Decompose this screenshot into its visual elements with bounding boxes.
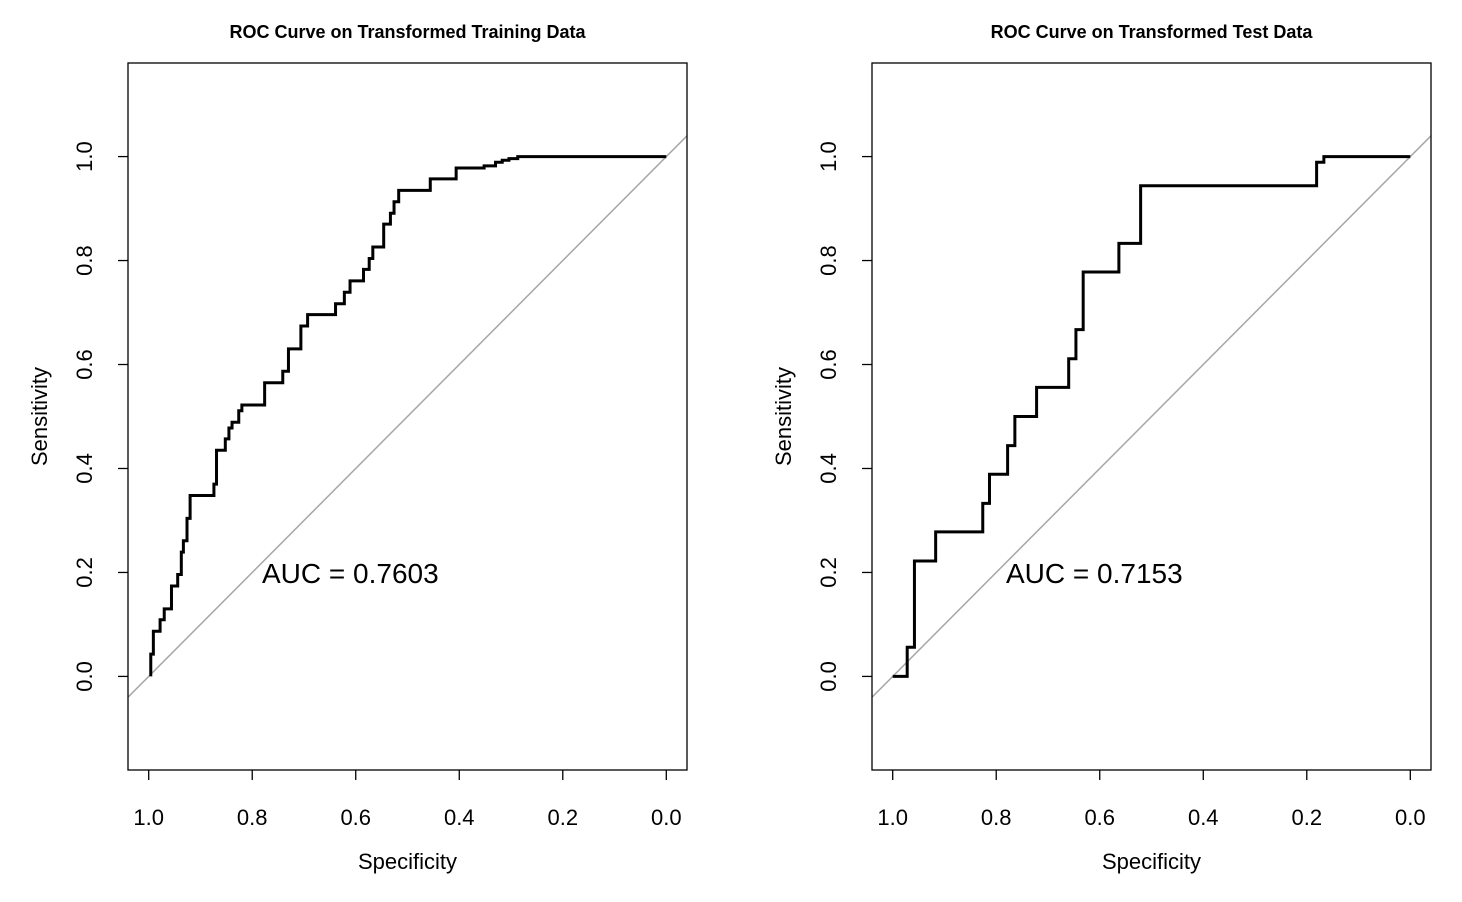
chart-title: ROC Curve on Transformed Test Data bbox=[991, 22, 1314, 42]
y-axis: 0.0 0.2 0.4 0.6 0.8 1.0 bbox=[72, 141, 128, 692]
y-axis: 0.0 0.2 0.4 0.6 0.8 1.0 bbox=[816, 141, 872, 692]
x-tick-label: 1.0 bbox=[877, 805, 908, 830]
y-tick-label: 0.6 bbox=[72, 349, 97, 380]
roc-curve-line bbox=[892, 155, 1411, 678]
y-axis-label: Sensitivity bbox=[27, 367, 52, 466]
plot-frame bbox=[127, 62, 688, 771]
x-axis-label: Specificity bbox=[358, 849, 457, 874]
y-tick-label: 0.2 bbox=[816, 557, 841, 588]
y-tick-label: 1.0 bbox=[816, 141, 841, 172]
x-tick-label: 0.8 bbox=[237, 805, 268, 830]
x-tick-label: 0.6 bbox=[1084, 805, 1115, 830]
plot-frame bbox=[871, 62, 1432, 771]
y-tick-label: 1.0 bbox=[72, 141, 97, 172]
x-tick-label: 0.4 bbox=[1188, 805, 1219, 830]
y-tick-label: 0.6 bbox=[816, 349, 841, 380]
x-tick-label: 0.6 bbox=[340, 805, 371, 830]
y-tick-label: 0.0 bbox=[72, 661, 97, 692]
y-tick-label: 0.8 bbox=[72, 245, 97, 276]
x-tick-label: 0.2 bbox=[1291, 805, 1322, 830]
auc-annotation: AUC = 0.7603 bbox=[262, 558, 439, 589]
y-tick-label: 0.8 bbox=[816, 245, 841, 276]
auc-annotation: AUC = 0.7153 bbox=[1006, 558, 1183, 589]
x-axis-label: Specificity bbox=[1102, 849, 1201, 874]
y-tick-label: 0.4 bbox=[816, 453, 841, 484]
roc-panel-training: ROC Curve on Transformed Training Data 1… bbox=[27, 22, 688, 874]
chart-title: ROC Curve on Transformed Training Data bbox=[229, 22, 586, 42]
roc-panel-test: ROC Curve on Transformed Test Data 1.0 0.… bbox=[771, 22, 1432, 874]
x-tick-label: 0.0 bbox=[651, 805, 682, 830]
y-tick-label: 0.2 bbox=[72, 557, 97, 588]
x-axis: 1.0 0.8 0.6 0.4 0.2 0.0 bbox=[877, 770, 1426, 830]
y-tick-label: 0.4 bbox=[72, 453, 97, 484]
roc-curve-line bbox=[149, 155, 667, 677]
y-tick-label: 0.0 bbox=[816, 661, 841, 692]
y-axis-label: Sensitivity bbox=[771, 367, 796, 466]
reference-diagonal-line bbox=[872, 135, 1431, 698]
x-tick-label: 0.0 bbox=[1395, 805, 1426, 830]
x-tick-label: 0.8 bbox=[981, 805, 1012, 830]
x-tick-label: 0.4 bbox=[444, 805, 475, 830]
reference-diagonal-line bbox=[128, 135, 687, 698]
x-tick-label: 1.0 bbox=[133, 805, 164, 830]
x-axis: 1.0 0.8 0.6 0.4 0.2 0.0 bbox=[133, 770, 682, 830]
x-tick-label: 0.2 bbox=[547, 805, 578, 830]
